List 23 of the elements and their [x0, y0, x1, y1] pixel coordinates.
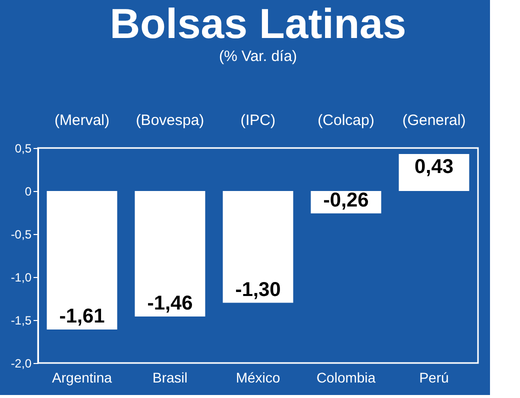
text: (IPC) — [240, 112, 276, 129]
text: (Bovespa) — [136, 112, 204, 129]
chart-subtitle: (% Var. día) — [218, 48, 298, 65]
x-tick-label: Colombia — [316, 370, 376, 386]
data-label: -1,61 — [59, 305, 105, 328]
x-tick-label: México — [236, 370, 280, 386]
data-label: 0,43 — [414, 156, 454, 178]
y-tick-label: 0 — [24, 184, 32, 198]
data-label: -0,26 — [323, 189, 369, 212]
y-tick-label: -1,5 — [10, 314, 32, 328]
chart-title: Bolsas Latinas — [110, 0, 406, 47]
text: (Merval) — [54, 112, 110, 129]
data-label: -1,30 — [235, 278, 281, 301]
data-label: -1,46 — [147, 292, 193, 315]
text: (General) — [402, 112, 466, 129]
x-tick-label: Argentina — [52, 370, 112, 386]
y-tick-label: -1,0 — [10, 270, 32, 284]
y-tick-label: -2,0 — [10, 356, 32, 370]
x-tick-label: Brasil — [152, 370, 188, 386]
x-tick-label: Perú — [419, 370, 449, 386]
text: (Colcap) — [318, 112, 374, 129]
y-tick-label: -0,5 — [10, 228, 32, 242]
y-tick-label: 0,5 — [14, 142, 32, 156]
